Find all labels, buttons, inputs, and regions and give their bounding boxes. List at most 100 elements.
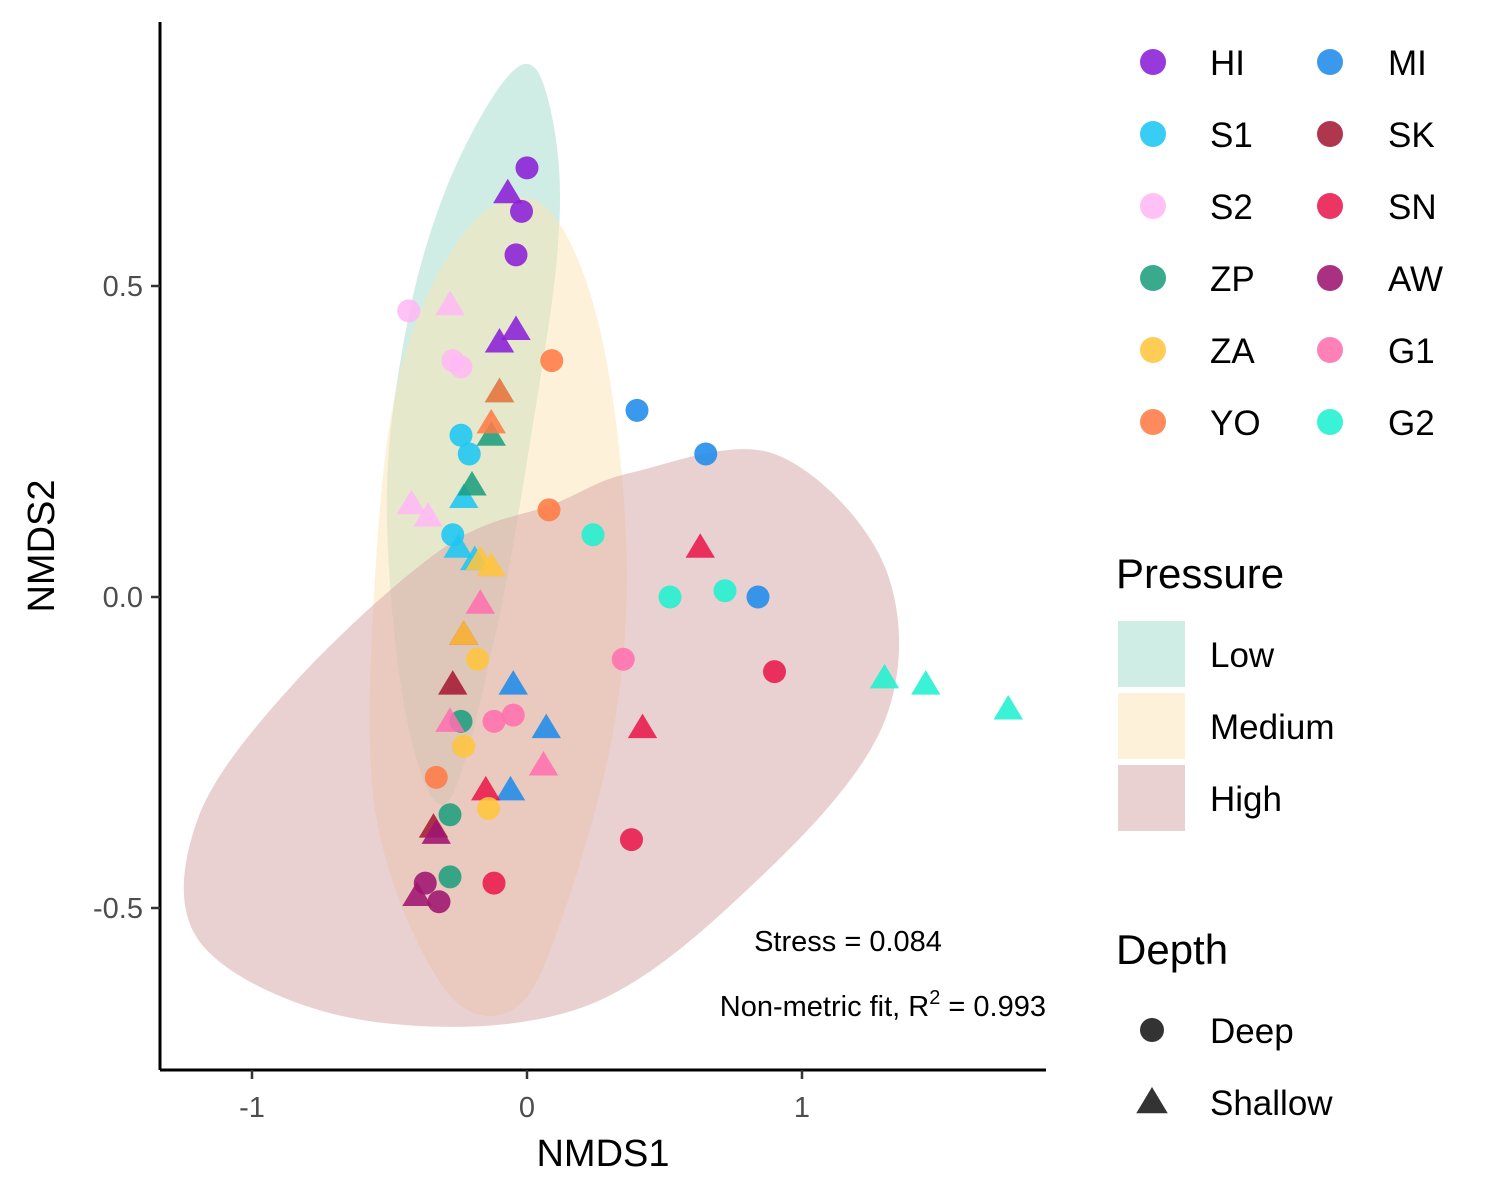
y-tick-label: 0.0 bbox=[103, 582, 143, 614]
point-sn-shallow-5 bbox=[471, 775, 501, 801]
point-mi-shallow-3 bbox=[498, 670, 528, 695]
point-yo-shallow-3 bbox=[484, 377, 515, 403]
point-s2-shallow-5 bbox=[413, 502, 443, 527]
point-sn-deep-0 bbox=[763, 660, 786, 684]
point-za-deep-1 bbox=[452, 734, 476, 758]
point-za-shallow-4 bbox=[476, 551, 506, 577]
legend-key-s1 bbox=[1140, 121, 1166, 147]
data-points bbox=[396, 156, 1023, 914]
point-g1-deep-2 bbox=[501, 703, 525, 727]
legend-key-za bbox=[1140, 337, 1166, 363]
legend-label-g2: G2 bbox=[1388, 404, 1435, 443]
point-g2-deep-1 bbox=[658, 585, 682, 609]
legend-label-medium: Medium bbox=[1210, 708, 1334, 747]
legend-key-mi bbox=[1317, 49, 1343, 75]
legend-label-hi: HI bbox=[1210, 44, 1245, 83]
point-za-deep-0 bbox=[466, 647, 489, 671]
point-s1-shallow-3 bbox=[449, 483, 479, 508]
point-mi-deep-2 bbox=[746, 585, 770, 609]
stress-annotation: Stress = 0.084 bbox=[754, 926, 942, 958]
x-tick-label: -1 bbox=[239, 1092, 265, 1124]
point-za-deep-2 bbox=[477, 796, 500, 820]
point-yo-shallow-4 bbox=[476, 408, 506, 434]
pressure-ellipses bbox=[183, 63, 900, 1027]
point-g2-shallow-3 bbox=[869, 663, 900, 689]
point-s2-shallow-3 bbox=[435, 290, 465, 316]
point-hi-deep-0 bbox=[515, 156, 539, 180]
y-axis-title: NMDS2 bbox=[21, 479, 63, 612]
point-aw-deep-1 bbox=[427, 890, 451, 914]
point-hi-deep-2 bbox=[504, 243, 528, 267]
legend-label-s2: S2 bbox=[1210, 188, 1253, 227]
legend-label-aw: AW bbox=[1388, 260, 1443, 299]
point-s1-deep-1 bbox=[457, 442, 481, 466]
pressure-legend-title: Pressure bbox=[1116, 550, 1284, 597]
legend-key-deep bbox=[1140, 1018, 1164, 1042]
point-mi-shallow-4 bbox=[531, 713, 561, 739]
point-s2-deep-0 bbox=[397, 299, 421, 323]
legend-key-s2 bbox=[1140, 193, 1166, 219]
legend-key-zp bbox=[1140, 265, 1166, 291]
point-yo-deep-1 bbox=[537, 498, 561, 522]
point-zp-shallow-5 bbox=[457, 471, 487, 496]
pressure-legend: Pressure Low Medium High bbox=[1116, 550, 1334, 831]
legend-label-low: Low bbox=[1210, 636, 1275, 675]
point-sn-shallow-3 bbox=[685, 533, 715, 558]
x-axis-title: NMDS1 bbox=[536, 1133, 669, 1175]
point-g2-deep-0 bbox=[581, 523, 605, 547]
point-g2-deep-2 bbox=[713, 579, 737, 603]
point-g1-shallow-5 bbox=[528, 750, 559, 776]
point-zp-shallow-4 bbox=[476, 421, 506, 446]
point-sn-deep-1 bbox=[620, 828, 643, 852]
point-g1-shallow-4 bbox=[435, 707, 465, 732]
legend-key-hi bbox=[1140, 49, 1166, 75]
legend-label-yo: YO bbox=[1210, 404, 1261, 443]
legend-label-za: ZA bbox=[1210, 332, 1255, 371]
fit-annotation: Non-metric fit, R2 = 0.993 bbox=[720, 987, 1046, 1023]
point-mi-deep-0 bbox=[625, 398, 649, 422]
y-axis-ticks: 0.5 0.0 -0.5 bbox=[93, 271, 160, 925]
point-zp-deep-2 bbox=[438, 865, 462, 889]
legend-label-g1: G1 bbox=[1388, 332, 1435, 371]
y-tick-label: -0.5 bbox=[93, 893, 143, 925]
x-axis-ticks: -1 0 1 bbox=[239, 1070, 810, 1124]
point-mi-deep-1 bbox=[694, 442, 718, 466]
legend-label-sn: SN bbox=[1388, 188, 1437, 227]
point-g2-shallow-5 bbox=[993, 694, 1023, 720]
point-sn-shallow-4 bbox=[627, 713, 658, 739]
legend-label-sk: SK bbox=[1388, 116, 1435, 155]
legend-key-sn bbox=[1317, 193, 1343, 219]
legend-label-mi: MI bbox=[1388, 44, 1427, 83]
fit-annotation-superscript: 2 bbox=[929, 987, 940, 1009]
legend-label-deep: Deep bbox=[1210, 1012, 1294, 1051]
point-s1-deep-0 bbox=[449, 423, 473, 447]
fit-annotation-prefix: Non-metric fit, R bbox=[720, 991, 929, 1023]
point-aw-shallow-2 bbox=[402, 881, 432, 907]
legend-label-high: High bbox=[1210, 780, 1282, 819]
point-g1-shallow-3 bbox=[465, 589, 495, 614]
point-hi-shallow-3 bbox=[493, 178, 523, 204]
point-sk-shallow-1 bbox=[438, 670, 468, 695]
point-g2-shallow-4 bbox=[911, 670, 941, 695]
depth-legend: Depth Deep Shallow bbox=[1116, 926, 1333, 1123]
x-tick-label: 1 bbox=[794, 1092, 810, 1124]
legend-key-yo bbox=[1140, 409, 1166, 435]
point-hi-shallow-5 bbox=[484, 327, 515, 353]
point-s2-shallow-4 bbox=[396, 489, 427, 515]
legend-key-g1 bbox=[1317, 337, 1343, 363]
site-legend: HI MI S1 SK S2 SN ZP AW ZA G1 YO G2 bbox=[1140, 44, 1443, 443]
legend-key-medium bbox=[1118, 693, 1185, 759]
point-yo-deep-2 bbox=[424, 765, 448, 789]
point-hi-shallow-4 bbox=[501, 315, 531, 341]
legend-key-sk bbox=[1317, 121, 1343, 147]
legend-key-g2 bbox=[1317, 409, 1343, 435]
point-yo-deep-0 bbox=[540, 349, 564, 373]
legend-key-aw bbox=[1317, 265, 1343, 291]
legend-label-s1: S1 bbox=[1210, 116, 1253, 155]
legend-label-shallow: Shallow bbox=[1210, 1084, 1333, 1123]
point-s2-deep-2 bbox=[449, 355, 473, 379]
fit-annotation-suffix: = 0.993 bbox=[940, 991, 1046, 1023]
point-g1-deep-1 bbox=[482, 709, 506, 733]
depth-legend-title: Depth bbox=[1116, 926, 1228, 973]
